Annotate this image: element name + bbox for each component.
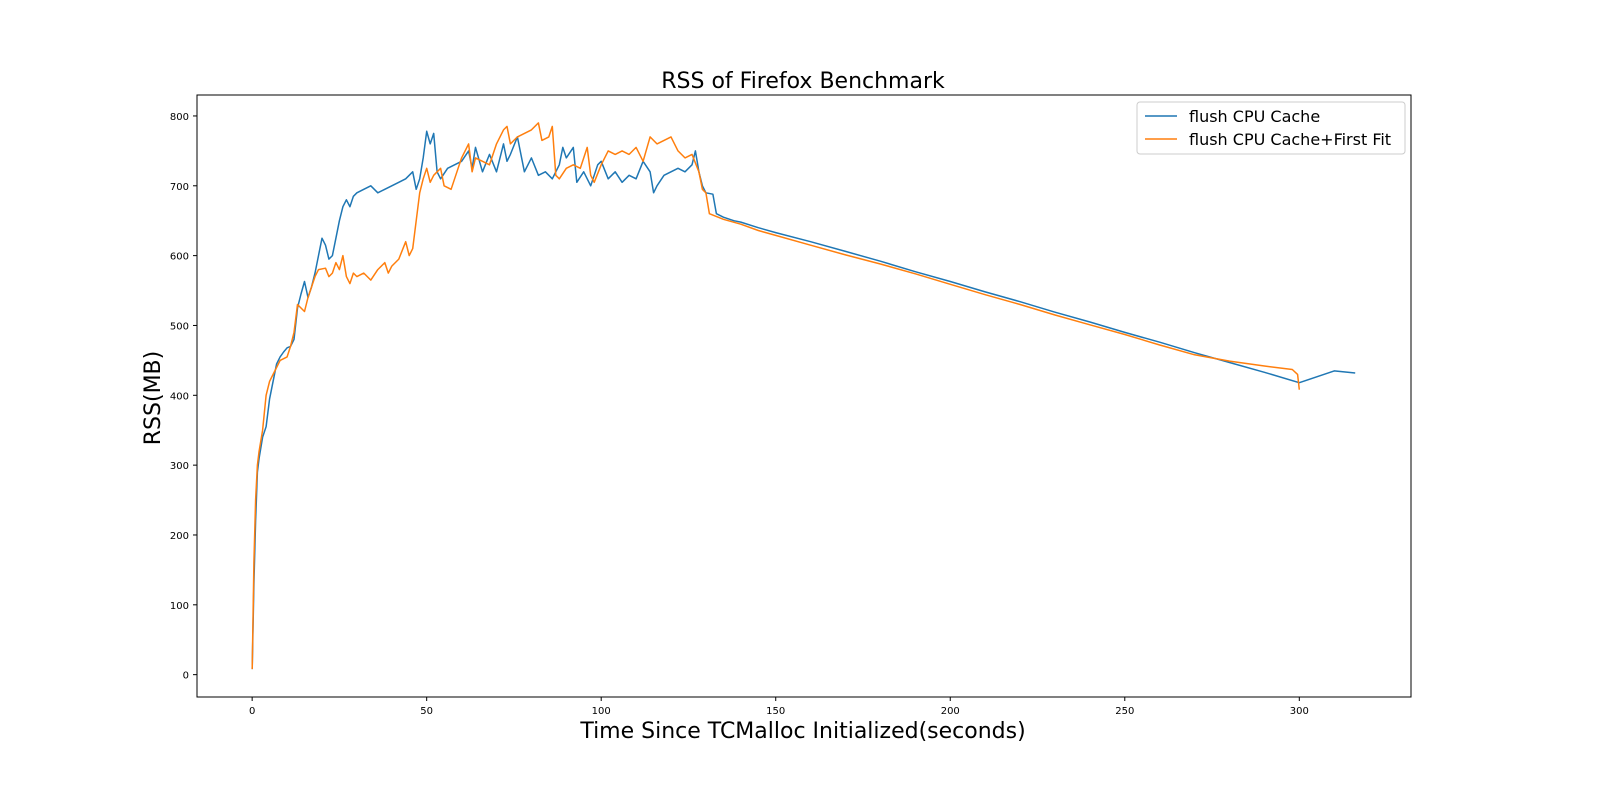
x-tick-label: 100 bbox=[592, 706, 611, 717]
y-axis: 0 100 200 300 400 500 600 700 800 bbox=[170, 112, 197, 682]
x-tick-label: 250 bbox=[1115, 706, 1134, 717]
y-tick-label: 300 bbox=[170, 461, 189, 472]
y-tick-label: 400 bbox=[170, 391, 189, 402]
x-tick-label: 0 bbox=[249, 706, 255, 717]
x-tick-label: 300 bbox=[1290, 706, 1309, 717]
chart-title: RSS of Firefox Benchmark bbox=[661, 69, 945, 94]
legend: flush CPU Cache flush CPU Cache+First Fit bbox=[1136, 101, 1406, 155]
x-axis-title: Time Since TCMalloc Initialized(seconds) bbox=[579, 719, 1025, 744]
y-tick-label: 200 bbox=[170, 531, 189, 542]
legend-label-1: flush CPU Cache bbox=[1189, 107, 1320, 126]
x-tick-label: 50 bbox=[420, 706, 433, 717]
y-tick-label: 100 bbox=[170, 601, 189, 612]
series-line-2 bbox=[251, 122, 1301, 670]
y-tick-label: 800 bbox=[170, 112, 189, 123]
plot-lines bbox=[251, 122, 1356, 670]
y-tick-label: 500 bbox=[170, 321, 189, 332]
plot-area-frame bbox=[196, 94, 1412, 698]
y-tick-label: 700 bbox=[170, 182, 189, 193]
legend-label-2: flush CPU Cache+First Fit bbox=[1189, 130, 1391, 149]
x-tick-label: 200 bbox=[941, 706, 960, 717]
x-axis: 0 50 100 150 200 250 300 bbox=[249, 697, 1309, 717]
x-tick-label: 150 bbox=[766, 706, 785, 717]
legend-box bbox=[1136, 101, 1406, 155]
y-tick-label: 600 bbox=[170, 252, 189, 263]
y-tick-label: 0 bbox=[183, 671, 189, 682]
y-axis-title: RSS(MB) bbox=[141, 351, 166, 445]
